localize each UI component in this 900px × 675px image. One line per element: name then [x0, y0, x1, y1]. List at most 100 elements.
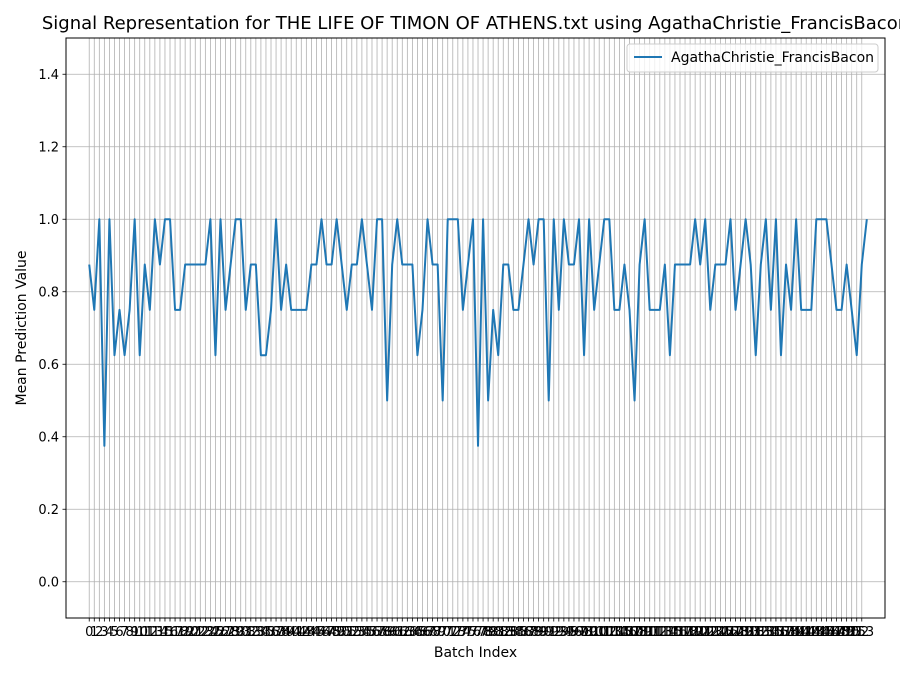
x-tick-label: 31: [237, 625, 254, 640]
x-tick-label: 141: [789, 625, 814, 640]
x-tick-label: 133: [748, 625, 773, 640]
x-tick-label: 51: [338, 625, 355, 640]
y-axis-ticks: 0.0 0.2 0.4 0.6 0.8 1.0 1.2 1.4: [38, 68, 66, 590]
x-tick-label: 80: [485, 625, 502, 640]
x-tick-label: 6: [115, 625, 123, 640]
legend-box: [626, 43, 879, 73]
x-tick-label: 68: [424, 625, 441, 640]
x-tick-label: 109: [627, 625, 652, 640]
x-tick-label: 151: [839, 625, 864, 640]
x-tick-label: 2: [95, 625, 103, 640]
x-tick-label: 82: [495, 625, 512, 640]
x-tick-label: 47: [318, 625, 335, 640]
x-tick-label: 147: [819, 625, 844, 640]
x-tick-label: 72: [445, 625, 462, 640]
x-tick-label: 121: [688, 625, 713, 640]
x-tick-label: 86: [515, 625, 532, 640]
x-tick-label: 18: [172, 625, 189, 640]
x-tick-label: 54: [354, 625, 371, 640]
x-tick-label: 59: [379, 625, 396, 640]
x-tick-label: 144: [804, 625, 829, 640]
x-tick-label: 139: [779, 625, 804, 640]
x-tick-label: 70: [434, 625, 451, 640]
x-axis-ticks: 0123456789101112131415161718192021222324…: [85, 618, 874, 640]
x-tick-label: 119: [678, 625, 703, 640]
x-tick-label: 5: [110, 625, 118, 640]
x-tick-label: 29: [227, 625, 244, 640]
x-tick-label: 135: [758, 625, 783, 640]
x-tick-label: 22: [192, 625, 209, 640]
x-tick-label: 143: [799, 625, 824, 640]
x-tick-label: 48: [323, 625, 340, 640]
x-tick-label: 21: [187, 625, 204, 640]
x-tick-label: 145: [809, 625, 834, 640]
x-tick-label: 16: [162, 625, 179, 640]
x-tick-label: 111: [637, 625, 662, 640]
x-tick-label: 52: [344, 625, 361, 640]
x-tick-label: 102: [592, 625, 617, 640]
x-tick-label: 95: [561, 625, 578, 640]
x-tick-label: 25: [207, 625, 224, 640]
x-tick-label: 65: [409, 625, 426, 640]
x-tick-label: 125: [708, 625, 733, 640]
x-tick-label: 19: [177, 625, 194, 640]
x-tick-label: 50: [333, 625, 350, 640]
x-tick-label: 45: [308, 625, 325, 640]
x-tick-label: 152: [844, 625, 869, 640]
x-tick-label: 122: [693, 625, 718, 640]
x-tick-label: 103: [597, 625, 622, 640]
x-tick-label: 138: [774, 625, 799, 640]
x-tick-label: 1: [90, 625, 98, 640]
series-layer: [88, 218, 868, 447]
x-tick-label: 53: [349, 625, 366, 640]
x-tick-label: 137: [769, 625, 794, 640]
x-tick-label: 92: [545, 625, 562, 640]
x-tick-label: 136: [764, 625, 789, 640]
x-tick-label: 94: [556, 625, 573, 640]
x-tick-label: 101: [587, 625, 612, 640]
x-axis-title: Batch Index: [434, 645, 517, 661]
x-tick-label: 69: [429, 625, 446, 640]
x-tick-label: 84: [505, 625, 522, 640]
x-tick-label: 73: [450, 625, 467, 640]
x-tick-label: 108: [622, 625, 647, 640]
x-tick-label: 90: [535, 625, 552, 640]
y-axis-title: Mean Prediction Value: [14, 250, 30, 405]
x-tick-label: 100: [582, 625, 607, 640]
x-tick-label: 107: [617, 625, 642, 640]
x-tick-label: 129: [728, 625, 753, 640]
x-tick-label: 89: [530, 625, 547, 640]
y-tick-label: 0.8: [38, 285, 59, 300]
x-tick-label: 149: [829, 625, 854, 640]
x-tick-label: 20: [182, 625, 199, 640]
x-tick-label: 23: [197, 625, 214, 640]
x-tick-label: 146: [814, 625, 839, 640]
x-tick-label: 130: [733, 625, 758, 640]
x-tick-label: 117: [668, 625, 693, 640]
x-tick-label: 71: [439, 625, 456, 640]
x-tick-label: 148: [824, 625, 849, 640]
x-tick-label: 127: [718, 625, 743, 640]
x-tick-label: 10: [131, 625, 148, 640]
x-tick-label: 128: [723, 625, 748, 640]
x-tick-label: 58: [374, 625, 391, 640]
x-tick-label: 38: [273, 625, 290, 640]
x-tick-label: 17: [167, 625, 184, 640]
x-tick-label: 78: [475, 625, 492, 640]
x-tick-label: 66: [414, 625, 431, 640]
x-tick-label: 36: [263, 625, 280, 640]
x-tick-label: 41: [288, 625, 305, 640]
x-tick-label: 75: [460, 625, 477, 640]
plot-area-frame: [65, 37, 886, 619]
y-tick-label: 0.6: [38, 358, 59, 373]
x-tick-label: 124: [703, 625, 728, 640]
x-tick-label: 64: [404, 625, 421, 640]
y-tick-label: 0.4: [38, 430, 59, 445]
y-tick-label: 1.0: [38, 213, 59, 228]
x-tick-label: 77: [470, 625, 487, 640]
x-tick-label: 93: [551, 625, 568, 640]
x-tick-label: 87: [520, 625, 537, 640]
x-tick-label: 140: [784, 625, 809, 640]
x-tick-label: 97: [571, 625, 588, 640]
